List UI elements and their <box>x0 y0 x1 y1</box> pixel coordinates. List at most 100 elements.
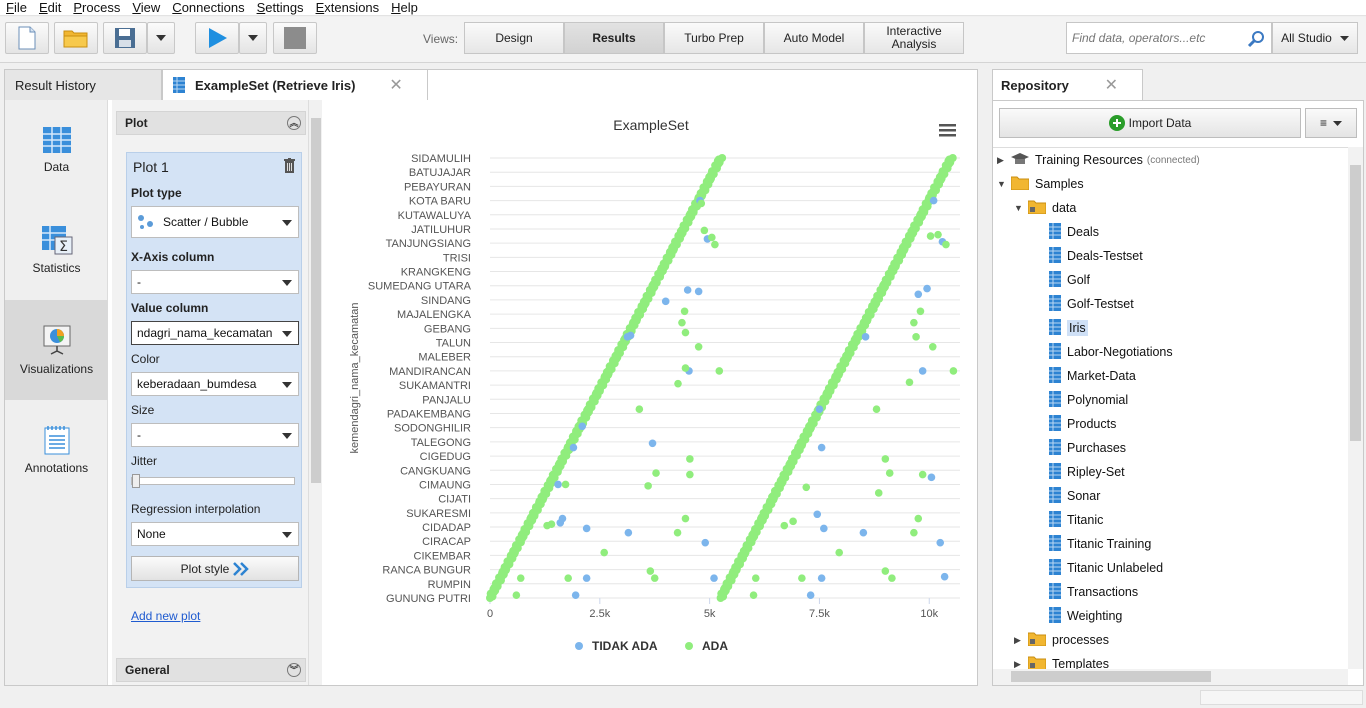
data-point-ada <box>872 405 881 414</box>
tree-item[interactable]: Deals <box>1049 221 1099 243</box>
tree-item[interactable]: Ripley-Set <box>1049 461 1125 483</box>
general-section-header[interactable]: General ︾ <box>116 658 306 682</box>
data-point-tidak-ada <box>554 480 562 489</box>
color-value: keberadaan_bumdesa <box>137 377 257 391</box>
repository-scrollbar[interactable] <box>1348 147 1363 669</box>
collapsed-toggle-icon[interactable]: ▶ <box>1014 634 1021 645</box>
data-point-ada <box>686 470 694 479</box>
tree-item-label: processes <box>1052 633 1109 647</box>
expanded-toggle-icon[interactable]: ▼ <box>1014 203 1023 213</box>
menu-process[interactable]: Process <box>73 0 121 15</box>
scrollbar-thumb[interactable] <box>1011 671 1211 682</box>
data-point-ada <box>600 548 609 557</box>
data-point-ada <box>561 480 570 489</box>
close-icon[interactable]: ✕ <box>389 77 403 94</box>
search-input[interactable] <box>1072 31 1242 45</box>
scrollbar-thumb[interactable] <box>1350 165 1361 441</box>
regression-select[interactable]: None <box>131 522 299 546</box>
sidebar-item-visualizations[interactable]: Visualizations <box>5 300 108 400</box>
tab-result-history[interactable]: Result History <box>4 69 162 100</box>
search-icon[interactable] <box>1247 30 1265 48</box>
repository-hscrollbar[interactable] <box>993 669 1348 685</box>
tree-item[interactable]: ▼ Samples <box>997 173 1084 195</box>
plot-section-header[interactable]: Plot ︽ <box>116 111 306 135</box>
view-auto-model-button[interactable]: Auto Model <box>764 22 864 54</box>
sidebar-item-label: Data <box>43 160 70 174</box>
x-axis-select[interactable]: - <box>131 270 299 294</box>
collapsed-toggle-icon[interactable]: ▶ <box>997 154 1004 165</box>
run-process-button[interactable] <box>195 22 239 54</box>
tree-item[interactable]: ▶ processes <box>1014 629 1109 651</box>
tree-item[interactable]: Iris <box>1049 317 1088 339</box>
menu-edit[interactable]: Edit <box>38 0 62 15</box>
trash-icon[interactable] <box>284 158 295 173</box>
menu-view[interactable]: View <box>132 0 161 15</box>
color-select[interactable]: keberadaan_bumdesa <box>131 372 299 396</box>
tab-exampleset[interactable]: ExampleSet (Retrieve Iris) ✕ <box>162 69 428 100</box>
collapse-icon[interactable]: ︽ <box>287 116 301 130</box>
sidebar-item-annotations[interactable]: Annotations <box>5 400 108 500</box>
open-process-button[interactable] <box>54 22 98 54</box>
add-new-plot-link[interactable]: Add new plot <box>131 609 201 623</box>
tree-item[interactable]: Products <box>1049 413 1116 435</box>
run-options-button[interactable] <box>239 22 267 54</box>
menu-connections[interactable]: Connections <box>172 0 245 15</box>
sidebar-item-statistics[interactable]: Σ Statistics <box>5 200 108 300</box>
tree-item-label: Labor-Negotiations <box>1067 345 1173 359</box>
tree-item[interactable]: Labor-Negotiations <box>1049 341 1173 363</box>
menu-file[interactable]: File <box>6 0 27 15</box>
tree-item[interactable]: Purchases <box>1049 437 1126 459</box>
size-select[interactable]: - <box>131 423 299 447</box>
tree-item[interactable]: Deals-Testset <box>1049 245 1143 267</box>
value-column-select[interactable]: ndagri_nama_kecamatan <box>131 321 299 345</box>
close-icon[interactable]: ✕ <box>1104 77 1118 94</box>
tree-item[interactable]: ▶ Templates <box>1014 653 1109 669</box>
new-process-button[interactable] <box>5 22 49 54</box>
jitter-slider-thumb[interactable] <box>132 474 140 488</box>
search-scope-dropdown[interactable]: All Studio <box>1272 22 1358 54</box>
tree-item-label: Training Resources <box>1035 153 1143 167</box>
import-data-button[interactable]: Import Data <box>999 108 1301 138</box>
tree-item[interactable]: Golf <box>1049 269 1090 291</box>
tree-item[interactable]: Weighting <box>1049 605 1122 627</box>
plot-type-value: Scatter / Bubble <box>163 215 249 229</box>
save-options-button[interactable] <box>147 22 175 54</box>
tree-item[interactable]: ▶ Training Resources (connected) <box>997 149 1200 171</box>
stop-process-button[interactable] <box>273 22 317 54</box>
tree-item[interactable]: Golf-Testset <box>1049 293 1134 315</box>
table-icon <box>1049 462 1061 482</box>
sidebar-item-data[interactable]: Data <box>5 100 108 200</box>
scatter-icon <box>138 215 153 229</box>
tree-item[interactable]: ▼ data <box>1014 197 1076 219</box>
tree-item[interactable]: Transactions <box>1049 581 1138 603</box>
tree-item[interactable]: Polynomial <box>1049 389 1128 411</box>
repository-title: Repository <box>1001 77 1069 93</box>
menu-help[interactable]: Help <box>391 0 418 15</box>
plot-style-button[interactable]: Plot style <box>131 556 299 581</box>
expand-icon[interactable]: ︾ <box>287 663 301 677</box>
collapsed-toggle-icon[interactable]: ▶ <box>1014 658 1021 669</box>
scrollbar-thumb[interactable] <box>311 118 321 483</box>
data-point-ada <box>749 591 758 599</box>
tree-item[interactable]: Titanic <box>1049 509 1103 531</box>
view-design-button[interactable]: Design <box>464 22 564 54</box>
jitter-slider[interactable] <box>131 474 295 488</box>
view-turbo-prep-button[interactable]: Turbo Prep <box>664 22 764 54</box>
tab-repository[interactable]: Repository ✕ <box>992 69 1143 100</box>
tree-item[interactable]: Titanic Training <box>1049 533 1151 555</box>
expanded-toggle-icon[interactable]: ▼ <box>997 179 1006 189</box>
view-results-button[interactable]: Results <box>564 22 664 54</box>
locked-folder-icon <box>1027 200 1047 217</box>
tree-item[interactable]: Market-Data <box>1049 365 1136 387</box>
plot-type-select[interactable]: Scatter / Bubble <box>131 206 299 238</box>
save-process-button[interactable] <box>103 22 147 54</box>
y-tick-label: GEBANG <box>424 323 471 335</box>
config-scrollbar[interactable] <box>308 100 322 685</box>
tree-item[interactable]: Sonar <box>1049 485 1100 507</box>
view-interactive-analysis-button[interactable]: Interactive Analysis <box>864 22 964 54</box>
tree-item[interactable]: Titanic Unlabeled <box>1049 557 1163 579</box>
repository-menu-button[interactable]: ≡ <box>1305 108 1357 138</box>
data-point-tidak-ada <box>569 443 578 452</box>
menu-settings[interactable]: Settings <box>256 0 304 15</box>
menu-extensions[interactable]: Extensions <box>315 0 380 15</box>
